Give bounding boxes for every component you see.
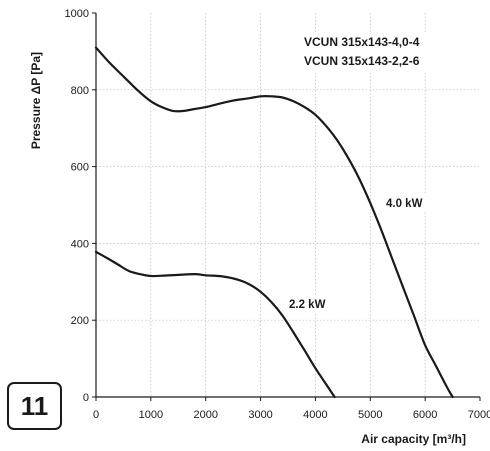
x-tick-label: 4000 (303, 409, 327, 421)
x-tick-label: 2000 (193, 409, 217, 421)
curve-label-4kw: 4.0 kW (386, 198, 423, 210)
y-tick-label: 600 (71, 162, 89, 174)
y-tick-label: 0 (83, 392, 89, 404)
tick-labels: 0 1000 2000 3000 4000 5000 6000 7000 0 200 400 600 8… (65, 8, 490, 421)
figure-number-badge: 11 (7, 382, 62, 430)
y-axis-title: Pressure ΔP [Pa] (29, 52, 43, 149)
x-tick-label: 5000 (358, 409, 382, 421)
x-tick-label: 3000 (248, 409, 272, 421)
series-line-0 (94, 46, 454, 399)
label-22kw-bg (285, 296, 341, 312)
y-tick-label: 1000 (65, 8, 89, 20)
label-4kw-bg (382, 195, 438, 211)
curve-label-22kw: 2.2 kW (289, 299, 326, 311)
x-tick-label: 0 (93, 409, 99, 421)
x-tick-label: 7000 (468, 409, 490, 421)
x-axis-title: Air capacity [m³/h] (361, 432, 466, 446)
y-tick-label: 200 (71, 315, 89, 327)
model-legend-box (298, 33, 440, 73)
y-tick-label: 400 (71, 238, 89, 250)
y-tick-label: 800 (71, 85, 89, 97)
model-label-1: VCUN 315x143-4,0-4 (304, 35, 420, 49)
series-line-1 (94, 250, 336, 399)
curves (94, 46, 454, 399)
x-tick-label: 1000 (139, 409, 163, 421)
x-tick-label: 6000 (413, 409, 437, 421)
model-label-2: VCUN 315x143-2,2-6 (304, 54, 420, 68)
axes (92, 12, 481, 401)
